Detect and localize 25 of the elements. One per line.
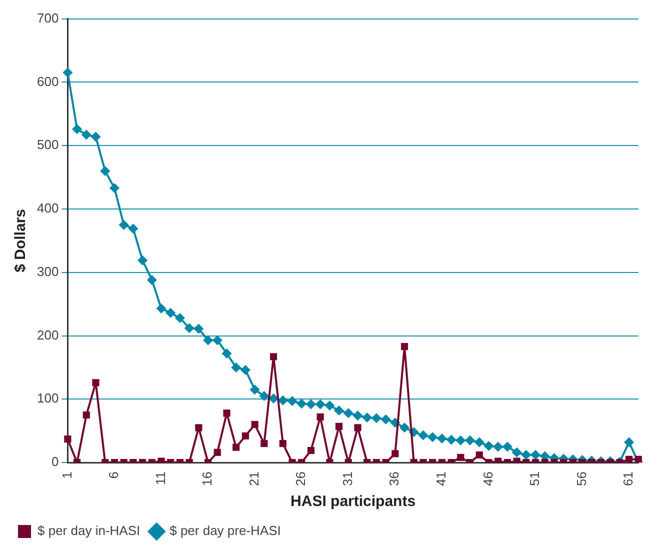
x-tick-label: 41 — [434, 472, 449, 486]
legend-label: $ per day pre-HASI — [170, 523, 281, 538]
x-tick-label: 21 — [246, 472, 262, 486]
y-tick-label: 600 — [36, 74, 59, 89]
x-tick-label: 1 — [59, 472, 74, 479]
x-tick-label: 6 — [106, 472, 122, 479]
x-tick-label: 16 — [200, 472, 215, 486]
y-tick-label: 200 — [36, 327, 59, 342]
y-tick-label: 500 — [36, 137, 59, 152]
y-tick-label: 100 — [36, 390, 59, 406]
x-tick-label: 26 — [293, 472, 308, 486]
x-tick-label: 46 — [480, 472, 496, 486]
y-tick-label: 0 — [51, 454, 59, 470]
y-axis-title: $ Dollars — [12, 208, 30, 272]
x-tick-label: 31 — [340, 472, 355, 486]
y-tick-label: 700 — [36, 10, 59, 26]
x-tick-label: 61 — [620, 472, 636, 486]
x-tick-label: 36 — [386, 472, 402, 486]
x-tick-label: 11 — [152, 472, 168, 486]
x-tick-label: 51 — [527, 472, 542, 486]
y-tick-label: 400 — [36, 200, 59, 216]
y-tick-label: 300 — [36, 264, 59, 279]
x-tick-label: 56 — [574, 472, 589, 486]
x-axis-title: HASI participants — [290, 493, 416, 510]
legend-label: $ per day in-HASI — [38, 523, 140, 538]
